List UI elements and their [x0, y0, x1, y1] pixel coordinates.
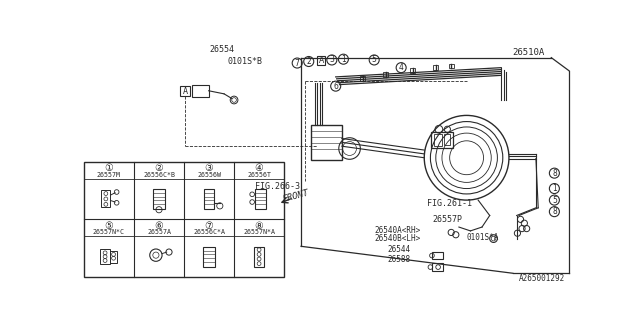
Text: 26557A: 26557A	[147, 229, 171, 236]
Bar	[84, 162, 284, 277]
Text: 26510A: 26510A	[513, 48, 545, 57]
Text: 1: 1	[552, 184, 557, 193]
Text: ⑧: ⑧	[255, 220, 264, 230]
Text: 0101S*B: 0101S*B	[228, 57, 263, 66]
Text: 26557N*A: 26557N*A	[243, 229, 275, 236]
Bar	[255, 189, 266, 209]
Bar	[109, 251, 117, 263]
Text: 1: 1	[341, 55, 346, 64]
Text: 26556C*A: 26556C*A	[193, 229, 225, 236]
Text: FRONT: FRONT	[282, 189, 310, 204]
Text: A: A	[182, 87, 188, 96]
Text: 26556W: 26556W	[197, 172, 221, 178]
Text: 26557M: 26557M	[97, 172, 121, 178]
Bar	[311, 125, 342, 160]
Text: 26556T: 26556T	[247, 172, 271, 178]
Bar	[192, 84, 209, 97]
Text: 0101S*A: 0101S*A	[467, 233, 499, 242]
Text: ①: ①	[104, 163, 113, 173]
Bar	[360, 76, 365, 81]
Text: 26557P: 26557P	[432, 215, 462, 224]
Text: 7: 7	[295, 59, 300, 68]
Bar	[204, 189, 214, 209]
Bar	[100, 249, 109, 264]
Bar	[101, 190, 111, 207]
Text: 2: 2	[307, 57, 311, 66]
Text: 3: 3	[330, 55, 334, 64]
Text: 8: 8	[552, 169, 557, 178]
Bar	[317, 57, 325, 65]
Text: 8: 8	[552, 207, 557, 216]
Bar	[180, 86, 190, 96]
Text: ③: ③	[205, 163, 213, 173]
Text: A265001292: A265001292	[519, 274, 565, 283]
Text: 26588: 26588	[387, 255, 410, 264]
Text: ⑤: ⑤	[104, 220, 113, 230]
Bar	[449, 64, 454, 68]
Bar	[383, 72, 388, 77]
Text: 26540B<LH>: 26540B<LH>	[374, 234, 420, 243]
Bar	[432, 263, 443, 271]
Bar	[444, 134, 450, 145]
Text: 5: 5	[552, 196, 557, 204]
Text: FIG.261-1: FIG.261-1	[427, 199, 472, 208]
Text: 26540A<RH>: 26540A<RH>	[374, 226, 420, 235]
Text: 26557N*C: 26557N*C	[93, 229, 125, 236]
Text: 26544: 26544	[387, 245, 410, 254]
Text: FIG.266-3: FIG.266-3	[255, 181, 300, 190]
Bar	[410, 68, 415, 73]
Bar	[432, 252, 443, 260]
Bar	[153, 189, 165, 209]
Text: ②: ②	[155, 163, 163, 173]
Text: ④: ④	[255, 163, 264, 173]
Text: A: A	[319, 56, 324, 65]
Bar	[255, 247, 264, 267]
Bar	[435, 134, 442, 146]
Text: 6: 6	[333, 82, 338, 91]
Text: ⑦: ⑦	[205, 220, 213, 230]
Text: 4: 4	[399, 63, 404, 72]
Bar	[433, 65, 438, 70]
Bar	[431, 132, 452, 148]
Text: 26554: 26554	[209, 45, 234, 54]
Text: 26556C*B: 26556C*B	[143, 172, 175, 178]
Text: 5: 5	[372, 55, 376, 64]
Bar	[203, 247, 215, 267]
Text: ⑥: ⑥	[155, 220, 163, 230]
